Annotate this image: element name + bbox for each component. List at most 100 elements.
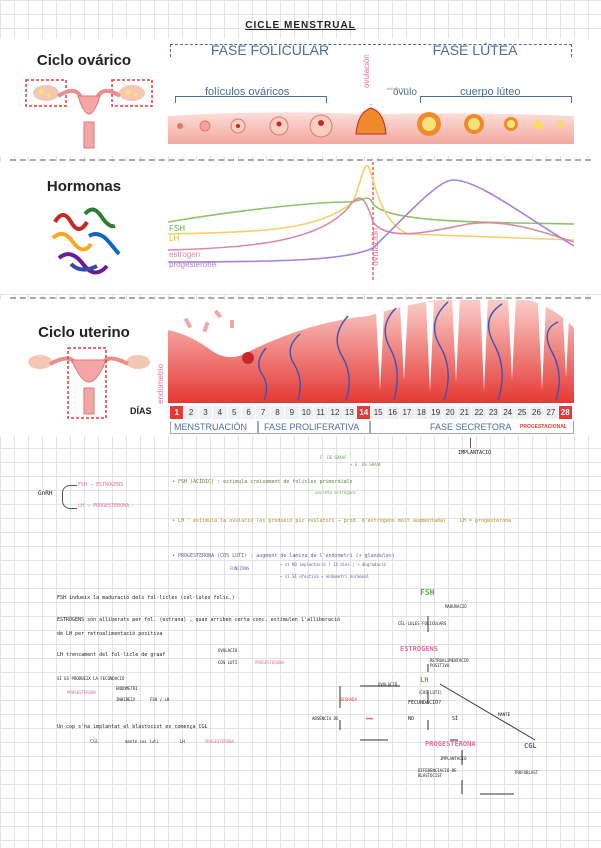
day-cell: 22 [472, 406, 486, 419]
note-gnrh: GnRH [38, 490, 53, 497]
note-p3a: OVULACIÓ [218, 648, 238, 653]
day-cell: 5 [227, 406, 241, 419]
flow-cgl-x: CGL [366, 716, 374, 721]
day-cell: 11 [313, 406, 328, 419]
note-p5: Un cop s'ha implantat el blastocist es c… [57, 724, 208, 730]
day-cell: 10 [299, 406, 313, 419]
follicle-tag: folículo roto [387, 86, 408, 91]
flow-degrad: DEGRADA [340, 697, 357, 702]
day-cell: 23 [486, 406, 500, 419]
note-p1: FSH indueix la maduració dels fol·licles… [57, 595, 235, 601]
flow-cel: CÈL·LULES FOLICULARS [398, 621, 447, 626]
day-cell: 16 [385, 406, 400, 419]
flow-diagram [339, 616, 536, 795]
flow-si: SÍ [452, 716, 459, 722]
uterus-ovaries-icon [25, 79, 153, 149]
menstruacion-label: MENSTRUACIÓN [174, 422, 248, 432]
note-lh-prog: LH → PROGESTERONA [78, 503, 130, 509]
flow-fsh: FSH [420, 588, 435, 597]
day-cell: 21 [457, 406, 472, 419]
note-p2a: ESTRÒGENS són alliberats per fol. (estra… [57, 617, 340, 623]
ovarian-label: Ciclo ovárico [36, 52, 132, 69]
day-cell: 6 [241, 406, 256, 419]
flow-no: NO [408, 716, 415, 722]
note-prog-b2: → si NO implantació ( 14 dies ) → degrad… [280, 562, 386, 567]
note-p3c: PROGESTERONA [255, 660, 284, 665]
note-p4a: PROGESTERONA [67, 690, 96, 695]
progestacional-label: PROGESTACIONAL [520, 424, 567, 430]
ovulation-hormone-label: ovulación [370, 227, 380, 266]
day-cell: 3 [198, 406, 213, 419]
note-p5d: PROGESTERONA [205, 739, 234, 744]
day-cell: 8 [270, 406, 285, 419]
phase-luteal: FASE LÚTEA [432, 42, 518, 58]
day-cell: 19 [429, 406, 443, 419]
flow-retro: RETROALIMENTACIÓ POSITIVA [430, 658, 469, 668]
day-cell: 24 [500, 406, 515, 419]
note-prog-b1: FUNCIONS [230, 566, 250, 571]
day-cell: 7 [256, 406, 270, 419]
note-lh-line: • LH : estimula la ovulació (es produeix… [172, 518, 446, 524]
ovary-strip [168, 104, 574, 144]
day-cell: 12 [328, 406, 342, 419]
flow-dif: DIFERENCIACIÓ DE BLASTOCIST [418, 768, 457, 778]
note-p3b: COS LUTI [218, 660, 238, 665]
flow-fec: FECUNDACIÓ? [408, 700, 442, 706]
note-lh-line2: LH = progesterona [460, 518, 512, 524]
note-p4d: FSH / LH [150, 697, 170, 702]
note-p3: LH trencament del fol·licle de graaf [57, 652, 166, 658]
note-fsh-line: • FSH (ACÍDIC) : estimula creixement de … [172, 479, 353, 485]
flow-mante: MANTÉ [498, 712, 511, 717]
days-row: 1 2 3 4 5 6 7 8 9 10 11 12 13 14 15 16 17 18 19 20 21 22 23 24 2… [170, 406, 573, 419]
uterus-icon [28, 347, 150, 419]
flow-lh: LH [420, 676, 429, 684]
flow-troph: TROFOBLAST [514, 770, 539, 775]
fsh-legend: FSH [169, 224, 185, 233]
note-fsh-estr: FSH → ESTRÒGENS [78, 482, 124, 488]
day-cell: 18 [414, 406, 429, 419]
note-fsh-up1: F. DE GRAAF [320, 455, 347, 460]
uterine-panel: Ciclo uterino endometrio [0, 300, 601, 436]
flow-prog: PROGESTERONA [425, 740, 476, 748]
day-cell: 25 [515, 406, 529, 419]
day-cell: 9 [285, 406, 299, 419]
note-fsh-up2: + E. DE GRAAF [350, 462, 382, 467]
day-cell: 14 [357, 406, 371, 419]
flow-cgl: CGL [524, 742, 537, 750]
flow-estr: ESTRÒGENS [400, 645, 438, 653]
flow-impl: IMPLANTACIÓ [440, 756, 467, 761]
ovulation-label: ovulación [362, 54, 371, 88]
follicles-label: folículos ováricos [205, 86, 290, 98]
note-p4b: ENDOMETRI [116, 686, 138, 691]
day-cell: 17 [400, 406, 414, 419]
day-cell: 1 [170, 406, 184, 419]
progesterone-legend: progesterone [169, 260, 217, 269]
lh-legend: LH [169, 234, 180, 243]
endometrium-chart [168, 300, 574, 403]
secretora-label: FASE SECRETORA [430, 422, 512, 432]
day-cell: 15 [371, 406, 385, 419]
corpus-label: cuerpo lúteo [460, 86, 521, 98]
day-cell: 28 [558, 406, 572, 419]
endometrio-label: endometrio [156, 363, 165, 404]
note-p2b: de LH per retroalimentació positiva [57, 631, 163, 637]
proliferativa-label: FASE PROLIFERATIVA [264, 422, 360, 432]
flow-ovul: OVULACIÓ [378, 682, 398, 687]
protein-icon [51, 207, 121, 275]
day-cell: 20 [443, 406, 457, 419]
estrogen-legend: estrogen [169, 250, 201, 259]
hormone-label: Hormonas [46, 178, 122, 195]
note-prog-line: • PROGESTERONA (COS LUTI) : augment de l… [172, 553, 395, 559]
ovarian-panel: Ciclo ovárico FASE FOLICULAR FASE LÚTEA … [0, 38, 601, 156]
ovulo-label: óvulo [393, 87, 417, 98]
day-cell: 13 [342, 406, 357, 419]
note-prog-b3: → si SÍ efectiva → endometri hormonal [280, 574, 370, 579]
note-p5c: LH [180, 739, 185, 744]
flow-cos: (COS LUTI) [418, 690, 443, 695]
flow-abs: ABSÈNCIA DE [312, 716, 339, 721]
day-cell: 4 [213, 406, 227, 419]
phase-follicular: FASE FOLICULAR [210, 42, 330, 58]
dias-label: DÍAS [130, 406, 152, 416]
day-cell: 2 [184, 406, 198, 419]
note-implantacio: IMPLANTACIÓ [458, 450, 492, 456]
